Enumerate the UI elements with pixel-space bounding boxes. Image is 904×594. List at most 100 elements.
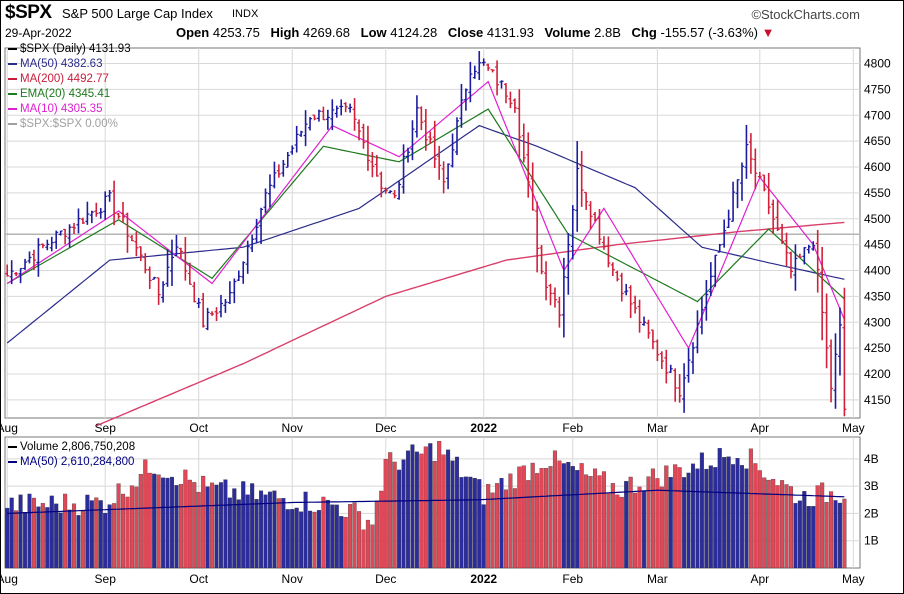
volume-bar (254, 499, 259, 569)
volume-bar (410, 444, 415, 569)
volume-bar (392, 461, 397, 569)
volume-bar (308, 510, 313, 569)
volume-bar (717, 448, 722, 569)
volume-value: 2.8B (594, 25, 621, 40)
volume-bar (5, 507, 10, 569)
price-tick-label: 4700 (864, 108, 891, 122)
volume-bar (143, 459, 148, 569)
volume-bar (539, 468, 544, 569)
high-value: 4269.68 (303, 25, 350, 40)
volume-bar (459, 477, 464, 569)
volume-bar (152, 473, 157, 569)
volume-bar (762, 477, 767, 569)
volume-bar (103, 512, 108, 569)
volume-bar (775, 485, 780, 569)
volume-bar (802, 491, 807, 569)
price-legend-item: $SPX (Daily) 4131.93 (8, 42, 131, 57)
date-tick-label: Dec (375, 572, 396, 586)
volume-bar (272, 490, 277, 569)
volume-bar (405, 450, 411, 569)
date-tick-label: Apr (750, 572, 769, 586)
volume-bar (45, 507, 50, 569)
volume-bar (321, 496, 326, 569)
volume-bar (147, 472, 152, 569)
price-tick-label: 4150 (864, 393, 891, 407)
volume-bar (303, 491, 308, 569)
volume-bar (54, 503, 59, 569)
volume-bar (361, 529, 366, 569)
volume-bar (107, 504, 112, 569)
volume-bar (642, 491, 647, 569)
volume-bar (615, 494, 620, 569)
date-tick-label: Sep (95, 421, 117, 435)
volume-bar (646, 476, 651, 569)
volume-bar (80, 511, 85, 569)
volume-bar (517, 466, 522, 569)
date-tick-label: Sep (95, 572, 117, 586)
volume-bar (566, 461, 571, 569)
volume-bar (196, 491, 201, 569)
volume-bar (120, 493, 126, 569)
price-tick-label: 4800 (864, 57, 891, 71)
volume-bar (668, 477, 673, 569)
volume-bar (414, 451, 419, 569)
volume-bar (588, 476, 593, 569)
volume-bar (129, 485, 134, 569)
legend-swatch-icon (8, 122, 17, 125)
date-tick-label: May (842, 421, 865, 435)
volume-bar (606, 492, 611, 569)
date-tick-label: Feb (562, 572, 583, 586)
volume-bar (512, 488, 517, 569)
volume-bar (797, 500, 802, 569)
volume-bar (423, 446, 428, 569)
volume-bar (726, 456, 731, 569)
volume-bar (116, 483, 121, 569)
volume-bar (36, 506, 41, 569)
open-label: Open (176, 25, 210, 40)
price-tick-label: 4200 (864, 367, 891, 381)
legend-swatch-icon (8, 77, 17, 80)
legend-text: MA(50) 2,610,284,800 (20, 456, 135, 468)
date-tick-label: Dec (375, 421, 396, 435)
close-label: Close (447, 25, 484, 40)
high-label: High (270, 25, 300, 40)
volume-bar (842, 498, 847, 569)
legend-swatch-icon (8, 47, 17, 50)
volume-bar (178, 484, 183, 569)
volume-tick-label: 1B (864, 534, 879, 548)
volume-tick-label: 2B (864, 506, 879, 520)
volume-bar (704, 468, 709, 569)
volume-bar (673, 464, 678, 569)
volume-bar (174, 485, 179, 569)
volume-bar (811, 506, 816, 569)
legend-text: $SPX (Daily) 4131.93 (20, 43, 131, 55)
volume-bar (557, 460, 562, 569)
legend-text: MA(10) 4305.35 (20, 103, 103, 115)
volume-bar (713, 467, 718, 569)
volume-legend-item: Volume 2,806,750,208 (8, 440, 135, 455)
volume-bar (731, 464, 736, 569)
volume-bar (165, 477, 170, 569)
volume-bar (637, 486, 642, 569)
ma200-line (96, 221, 845, 427)
price-legend-item: MA(50) 4382.63 (8, 57, 102, 72)
volume-bar (472, 478, 477, 569)
volume-ma50-line (7, 489, 845, 514)
volume-bar (40, 503, 45, 569)
symbol-label: $SPX (5, 2, 52, 23)
volume-bar (374, 500, 379, 569)
volume-bar (383, 458, 388, 569)
price-tick-label: 4550 (864, 186, 891, 200)
volume-bar (829, 491, 834, 569)
volume-bar (76, 515, 81, 569)
legend-swatch-icon (8, 92, 17, 95)
quote-line: Open 4253.75 High 4269.68 Low 4124.28 Cl… (176, 25, 782, 40)
volume-bar (561, 463, 566, 569)
low-value: 4124.28 (390, 25, 438, 40)
volume-bar (67, 509, 72, 569)
legend-text: MA(50) 4382.63 (20, 58, 103, 70)
volume-bar (214, 484, 219, 569)
ma50-line (6, 124, 845, 344)
volume-bar (397, 469, 402, 569)
volume-bar (58, 512, 63, 569)
